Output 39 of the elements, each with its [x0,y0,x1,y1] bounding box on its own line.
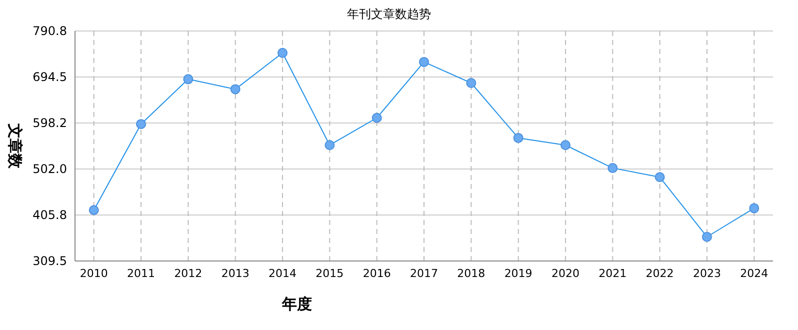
point [88,205,99,216]
point [278,48,288,58]
point [466,78,476,88]
x-tick-label: 2014 [268,267,297,280]
x-tick-label: 2012 [174,267,202,280]
x-tick-label: 2016 [362,267,391,280]
point [749,203,760,214]
x-tick-label: 2017 [410,267,438,280]
x-tick-label: 2023 [692,267,721,280]
x-tick-label: 2011 [127,267,156,280]
x-tick-label: 2010 [80,267,108,280]
x-tick-label: 2020 [551,267,580,280]
point [372,112,382,123]
y-tick-label: 694.5 [32,70,67,84]
point [513,132,524,143]
point [702,232,712,242]
x-axis-title: 年度 [281,295,312,313]
y-tick-label: 790.8 [32,24,67,38]
y-tick-label: 405.8 [32,208,67,222]
x-tick-label: 2022 [646,267,674,280]
point [608,163,618,174]
x-tick-label: 2024 [740,267,768,280]
x-tick-label: 2019 [504,267,532,280]
x-tick-label: 2015 [316,267,344,280]
chart-title: 年刊文章数趋势 [347,7,431,21]
y-tick-label: 309.5 [32,254,67,268]
point [136,119,146,130]
point [230,84,240,94]
point [419,56,429,67]
y-axis-title: 文章数 [6,122,24,170]
point [654,172,665,182]
x-tick-label: 2013 [221,267,250,280]
point [183,74,194,84]
point [560,140,570,150]
x-tick-label: 2018 [457,267,486,280]
y-tick-label: 502.0 [32,162,67,176]
point [324,140,335,150]
x-tick-label: 2021 [598,267,627,280]
y-tick-label: 598.2 [32,116,67,130]
